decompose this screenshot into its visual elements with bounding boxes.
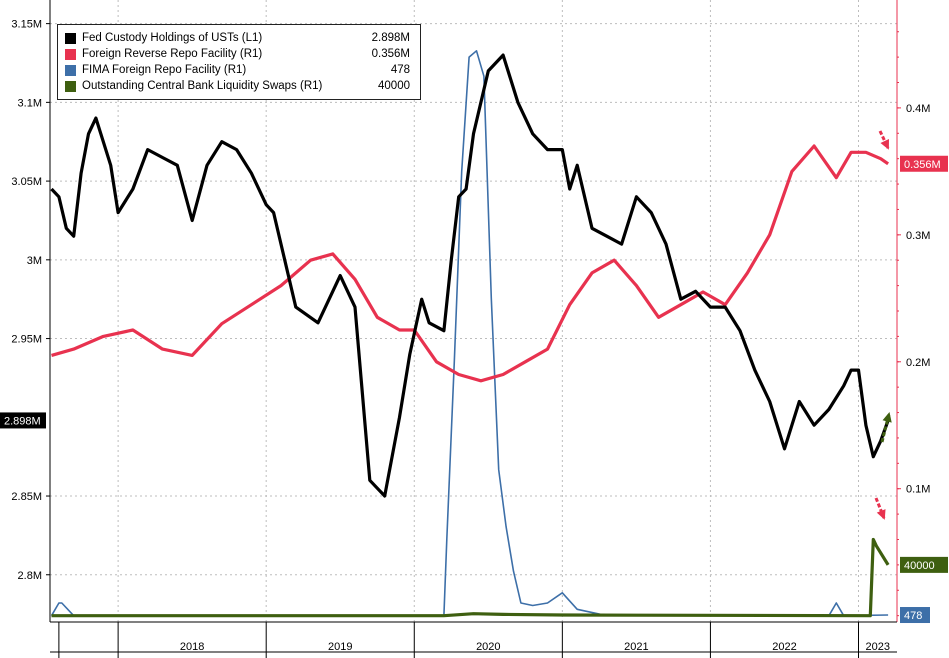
right-tick-label: 0.3M — [906, 230, 930, 242]
series-foreign-reverse-repo-line — [51, 144, 890, 383]
legend-value: 478 — [390, 64, 410, 76]
legend-label: FIMA Foreign Repo Facility (R1) — [82, 64, 247, 76]
x-tick-label: 2018 — [180, 641, 204, 653]
left-tick-label: 3.15M — [11, 19, 42, 31]
legend-value: 0.356M — [371, 48, 410, 60]
last-value-markers: 2.898M 0.356M 40000 478 — [0, 130, 948, 624]
plot-frame — [49, 0, 898, 653]
liquidity-swaps-value-label-box — [900, 556, 948, 573]
legend-swatch — [65, 48, 76, 60]
foreign-reverse-repo-value-label-box — [900, 155, 948, 172]
fed-custody-value-label-text: 2.898M — [4, 415, 41, 427]
legend: Fed Custody Holdings of USTs (L1) 2.898M… — [57, 24, 421, 100]
legend-swatch — [65, 32, 76, 44]
legend-label: Foreign Reverse Repo Facility (R1) — [82, 48, 263, 60]
left-tick-label: 3M — [27, 255, 42, 267]
legend-label: Fed Custody Holdings of USTs (L1) — [82, 32, 263, 44]
right-tick-label: 0.2M — [906, 357, 930, 369]
fed-custody-up-arrow-head — [882, 412, 892, 423]
x-tick-label: 2021 — [624, 641, 648, 653]
series-fima-line — [50, 50, 889, 617]
reverse-repo-down-arrow-head — [880, 139, 889, 150]
legend-swatch — [65, 64, 76, 76]
left-tick-label: 3.1M — [18, 97, 42, 109]
fima-value-label-box — [900, 607, 930, 624]
left-tick-label: 2.95M — [11, 334, 42, 346]
right-axis: 0.4M 0.3M 0.2M 0.1M — [897, 31, 930, 617]
x-tick-label: 2020 — [476, 641, 500, 653]
series-fed-custody-line — [50, 53, 890, 498]
liquidity-swaps-value-label-text: 40000 — [904, 560, 935, 572]
legend-swatch — [65, 80, 76, 92]
left-tick-label: 3.05M — [11, 176, 42, 188]
series-lines — [50, 50, 890, 618]
series-liquidity-swaps-line — [51, 537, 890, 618]
legend-label: Outstanding Central Bank Liquidity Swaps… — [82, 80, 323, 92]
gridlines — [50, 0, 897, 622]
left-tick-label: 2.85M — [11, 491, 42, 503]
left-tick-label: 2.8M — [18, 570, 42, 582]
legend-value: 2.898M — [371, 32, 410, 44]
legend-item-fed-custody: Fed Custody Holdings of USTs (L1) — [65, 31, 262, 45]
x-tick-label: 2023 — [866, 641, 890, 653]
swaps-down-arrow-shaft — [874, 497, 886, 519]
left-axis: 3.15M 3.1M 3.05M 3M 2.95M 2.85M 2.8M — [11, 19, 50, 582]
legend-item-liquidity-swaps: Outstanding Central Bank Liquidity Swaps… — [65, 79, 322, 93]
right-tick-label: 0.4M — [906, 103, 930, 115]
fed-custody-value-label-box — [0, 412, 46, 429]
swaps-down-arrow-head — [876, 509, 886, 520]
right-tick-label: 0.1M — [906, 484, 930, 496]
legend-value: 40000 — [378, 80, 410, 92]
legend-item-foreign-reverse-repo: Foreign Reverse Repo Facility (R1) — [65, 47, 262, 61]
foreign-reverse-repo-value-label-text: 0.356M — [904, 159, 941, 171]
x-axis: 2018 2019 2020 2021 2022 2023 — [58, 622, 890, 658]
fima-value-label-text: 478 — [904, 610, 922, 622]
legend-item-fima: FIMA Foreign Repo Facility (R1) — [65, 63, 246, 77]
x-tick-label: 2022 — [772, 641, 796, 653]
x-tick-label: 2019 — [328, 641, 352, 653]
